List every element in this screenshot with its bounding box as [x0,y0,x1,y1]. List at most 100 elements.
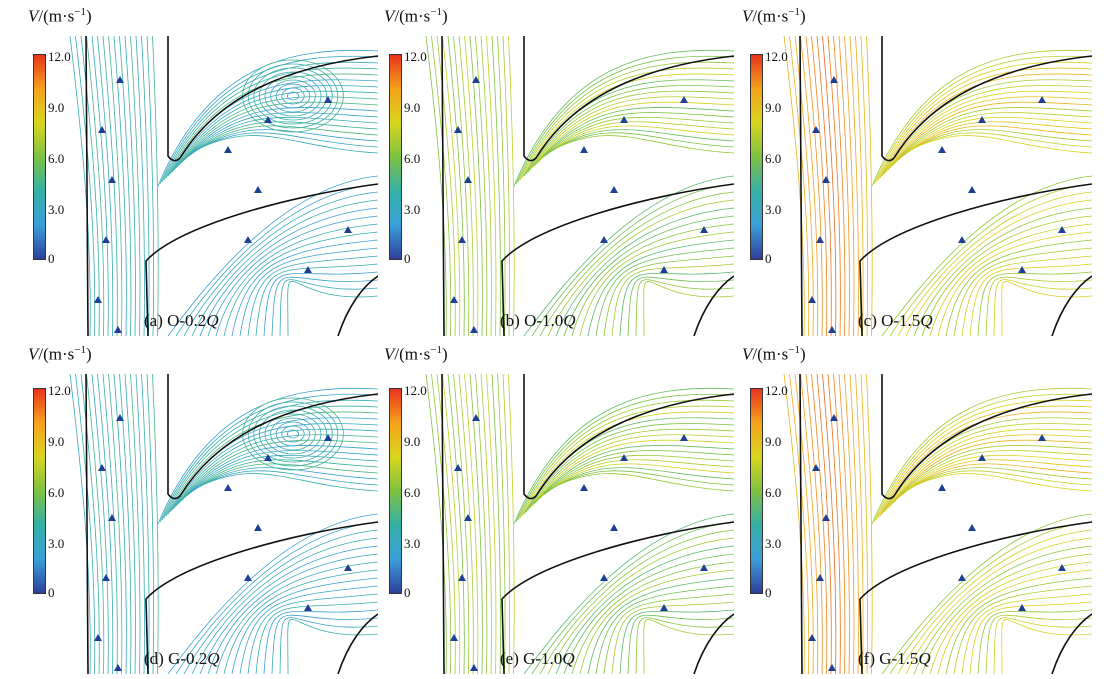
arrow-icon [812,464,820,471]
streamline-field [783,374,1092,674]
left-wall [85,36,89,336]
arrow-icon [244,236,252,243]
vortex-ring [270,417,316,451]
streamline [167,417,378,515]
arrow-icon [116,76,124,83]
upper-vane-wall [523,36,734,162]
streamlines [425,374,734,674]
caption-q: Q [207,649,220,668]
colorbar [389,54,402,260]
colorbar-tick: 3.0 [48,536,65,551]
streamline-field [69,36,378,336]
streamline [161,61,378,183]
streamline [130,36,141,336]
arrow-icon [108,514,116,521]
streamline [189,132,378,155]
vortex-ring [258,409,327,459]
streamline [91,374,109,674]
unit-exp: −1 [430,344,442,356]
streamline [969,263,1092,336]
arrow-icon [244,574,252,581]
streamline [961,255,1092,336]
streamline [531,183,734,336]
streamline [491,36,501,336]
streamline [993,279,1092,336]
streamline [794,374,814,674]
lower-vane-wall [501,183,734,336]
streamline [579,569,734,674]
streamline [805,36,823,336]
streamline [883,85,1092,175]
streamline [239,247,378,336]
streamline [833,374,846,674]
streamline [822,374,837,674]
streamline [271,614,378,674]
vortex-ring [242,59,344,133]
streamline [161,399,378,521]
panel-c: V/(m·s−1) 12.0 9.0 6.0 3.0 0 (c) O-1.5Q [742,6,1092,336]
streamline [889,101,1092,169]
left-wall [441,374,445,674]
streamline [458,374,474,674]
streamline [464,374,479,674]
arrow-icon [344,564,352,571]
streamline [619,609,734,674]
impeller-wall [337,275,378,336]
streamline [527,428,734,511]
streamline [611,263,734,336]
streamline [167,79,378,177]
arrow-icon [968,524,976,531]
colorbar [750,54,763,260]
arrow-icon [304,266,312,273]
arrow-icon [978,116,986,123]
streamline [539,191,734,336]
caption-q: Q [563,311,576,330]
arrow-icon [254,186,262,193]
arrow-icon [116,414,124,421]
lower-vane-wall [501,521,734,674]
streamlines [783,374,1092,674]
colorbar-tick: 3.0 [404,202,421,217]
panel-caption: (c) O-1.5Q [858,311,933,331]
streamline [531,521,734,674]
unit-rest: /(m·s [394,344,431,364]
arrow-icon [102,574,110,581]
colorbar [389,388,402,594]
vortex-ring [281,425,305,443]
streamline [903,470,1092,493]
streamline [80,36,100,336]
streamline [80,374,100,674]
unit-rest: /(m·s [38,344,75,364]
streamline [783,36,805,336]
arrow-icon [620,454,628,461]
colorbar-tick: 12.0 [48,383,71,398]
streamline [183,529,378,674]
colorbar-tick: 12.0 [765,49,788,64]
streamline [519,405,734,519]
arrow-icon [450,634,458,641]
streamline [547,473,734,492]
unit-label: V/(m·s−1) [742,344,806,365]
streamline [263,609,378,674]
streamline [521,73,734,179]
arrow-icon [450,296,458,303]
streamline [849,374,859,674]
streamline [945,577,1092,674]
streamline [619,271,734,336]
streamline [69,374,91,674]
arrow-icon [458,236,466,243]
unit-var: V [28,6,39,26]
streamline [152,374,159,674]
streamline [985,276,1092,336]
streamline [442,374,461,674]
vortex-ring [275,421,311,447]
streamline [431,36,452,336]
unit-rest: /(m·s [38,6,75,26]
panel-caption: (a) O-0.2Q [144,311,219,331]
streamline [547,537,734,674]
streamline [255,263,378,336]
streamline [535,112,734,165]
streamline [167,175,378,336]
streamline [113,374,127,674]
